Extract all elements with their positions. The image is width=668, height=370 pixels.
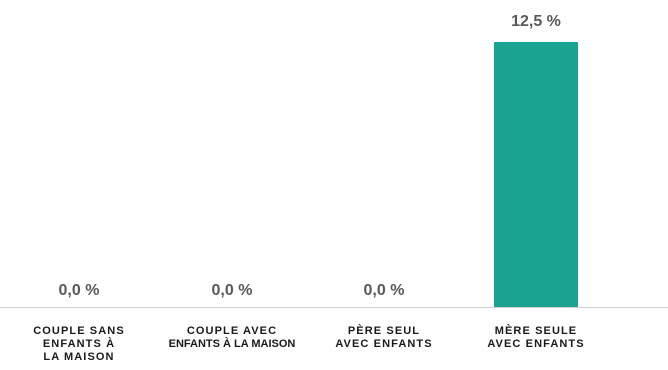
value-label-pere-seul: 0,0 % xyxy=(364,282,405,299)
value-label-couple-avec-enfants: 0,0 % xyxy=(212,282,253,299)
category-label-couple-avec-enfants: COUPLE AVEC ENFANTS À LA MAISON xyxy=(169,325,296,350)
category-label-couple-sans-enfants: COUPLE SANS ENFANTS À LA MAISON xyxy=(33,325,125,363)
value-label-couple-sans-enfants: 0,0 % xyxy=(59,282,100,299)
category-label-line: LA MAISON xyxy=(43,351,114,363)
category-label-line: COUPLE AVEC xyxy=(187,325,277,337)
category-label-mere-seule: MÈRE SEULE AVEC ENFANTS xyxy=(487,324,584,350)
category-label-line: MÈRE SEULE xyxy=(495,324,578,337)
category-label-line: ENFANTS À LA MAISON xyxy=(169,337,296,350)
bar-mere-seule xyxy=(494,42,578,307)
category-label-line: AVEC ENFANTS xyxy=(335,338,432,350)
category-label-pere-seul: PÈRE SEUL AVEC ENFANTS xyxy=(335,324,432,350)
category-label-line: AVEC ENFANTS xyxy=(487,338,584,350)
category-label-line: PÈRE SEUL xyxy=(348,324,420,337)
category-label-line: ENFANTS À xyxy=(43,337,115,350)
value-label-mere-seule: 12,5 % xyxy=(511,13,561,30)
category-label-line: COUPLE SANS xyxy=(33,325,125,337)
